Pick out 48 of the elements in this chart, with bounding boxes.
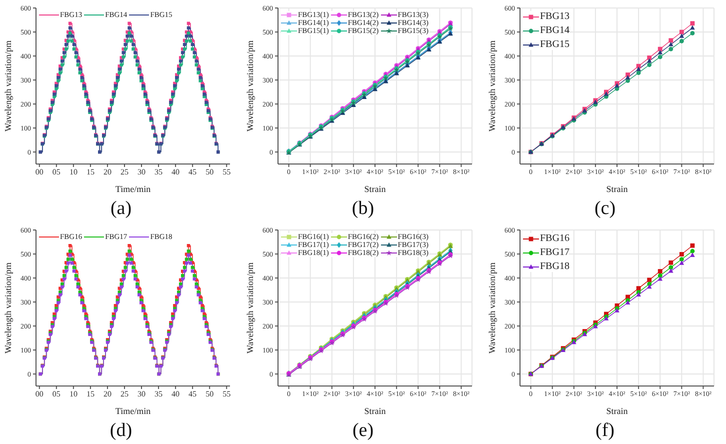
y-axis-title: Wavelength variation/pm <box>3 262 14 354</box>
x-tick-label: 30 <box>138 168 146 177</box>
x-tick-label: 10 <box>69 390 78 399</box>
legend-label: FBG16 <box>540 233 570 244</box>
text: (f) <box>594 419 616 443</box>
x-tick-label: 40 <box>172 168 180 177</box>
x-tick-label: 45 <box>188 390 197 399</box>
legend-label: FBG15 <box>540 39 570 50</box>
x-tick-label: 30 <box>138 390 146 399</box>
legend-label: FBG14 <box>540 25 570 36</box>
x-tick-label: 15 <box>86 390 94 399</box>
legend-label: FBG18 <box>540 261 570 272</box>
x-tick-label: 55 <box>222 168 231 177</box>
x-tick-label: 35 <box>154 168 163 177</box>
x-axis-title: Strain <box>606 406 628 416</box>
x-tick-label: 55 <box>222 390 231 399</box>
x-tick-label: 35 <box>154 390 163 399</box>
text: (a) <box>109 197 133 221</box>
x-axis-title: Time/min <box>115 184 152 194</box>
text: (d) <box>108 419 134 443</box>
x-axis-title: Strain <box>606 184 628 194</box>
y-axis-title: Wavelength variation/pm <box>487 40 498 132</box>
y-axis-title: Wavelength variation/pm <box>245 262 256 354</box>
x-tick-label: 45 <box>188 168 197 177</box>
x-axis-title: Time/min <box>115 406 152 416</box>
x-tick-label: 50 <box>206 390 214 399</box>
x-tick-label: 20 <box>103 390 112 399</box>
text: (e) <box>351 419 375 443</box>
x-tick-label: 05 <box>52 390 60 399</box>
x-axis-title: Strain <box>364 406 386 416</box>
text: (c) <box>593 197 617 221</box>
x-tick-label: 25 <box>120 390 128 399</box>
x-axis-title: Strain <box>364 184 386 194</box>
x-tick-label: 10 <box>69 168 78 177</box>
y-axis-title: Wavelength variation/pm <box>3 40 14 132</box>
legend-label: FBG13 <box>540 11 570 22</box>
x-tick-label: 15 <box>86 168 94 177</box>
x-tick-label: 50 <box>206 168 214 177</box>
x-tick-label: 00 <box>35 390 44 399</box>
x-tick-label: 40 <box>172 390 180 399</box>
legend-label: FBG17 <box>540 247 570 258</box>
x-tick-label: 05 <box>52 168 60 177</box>
y-axis-title: Wavelength variation/pm <box>245 40 256 132</box>
x-tick-label: 20 <box>103 168 112 177</box>
x-tick-label: 00 <box>35 168 44 177</box>
text: (b) <box>350 197 376 221</box>
x-tick-label: 25 <box>120 168 128 177</box>
y-axis-title: Wavelength variation/pm <box>487 262 498 354</box>
